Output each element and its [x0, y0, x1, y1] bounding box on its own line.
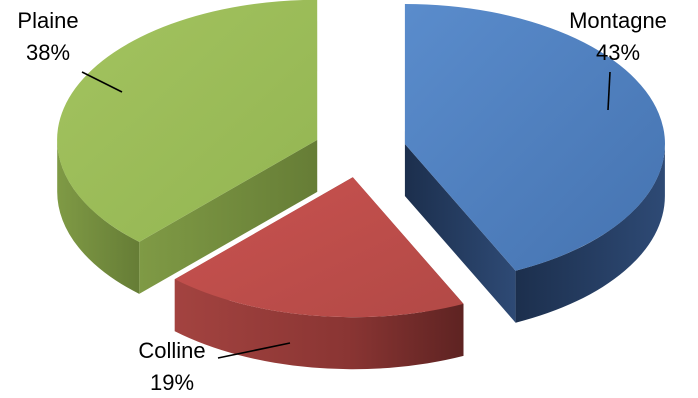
leader-line-montagne: [607, 71, 611, 111]
pie-slice-plaine: [57, 0, 318, 294]
slice-label-colline: Colline: [138, 338, 205, 363]
leader-line-plaine: [81, 71, 123, 93]
pie-slice-montagne: [404, 3, 665, 323]
slice-value-montagne: 43%: [596, 40, 640, 65]
slice-value-plaine: 38%: [26, 40, 70, 65]
slice-label-montagne: Montagne: [569, 8, 667, 33]
leader-line-colline: [217, 342, 291, 359]
slice-label-plaine: Plaine: [17, 8, 78, 33]
pie-slice-colline: [174, 177, 464, 370]
slice-value-colline: 19%: [150, 370, 194, 395]
